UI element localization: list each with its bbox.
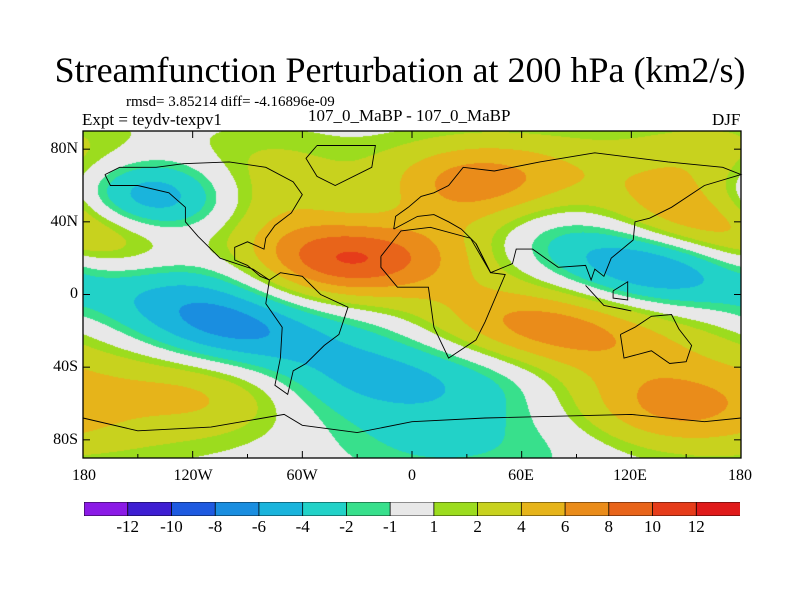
lat-label: 80N: [50, 140, 78, 157]
colorbar-swatch: [520, 502, 566, 516]
colorbar-label: -4: [295, 517, 310, 536]
colorbar-swatch: [695, 502, 740, 516]
colorbar-swatch: [84, 502, 129, 516]
lat-label: 80S: [53, 431, 78, 448]
colorbar-label: 1: [429, 517, 439, 536]
colorbar: [84, 502, 740, 516]
colorbar-swatch: [477, 502, 523, 516]
coastline: [82, 413, 742, 434]
lon-label: 60W: [286, 467, 318, 484]
colorbar-swatch: [302, 502, 348, 516]
coastline: [612, 280, 629, 301]
colorbar-label: 12: [687, 517, 705, 536]
lat-label: 40N: [50, 213, 78, 230]
colorbar-label: -8: [208, 517, 223, 536]
stats-label: rmsd= 3.85214 diff= -4.16896e-09: [126, 94, 335, 110]
colorbar-label: -2: [339, 517, 354, 536]
colorbar-swatch: [389, 502, 435, 516]
coastline: [393, 152, 743, 282]
coastline: [265, 272, 349, 396]
colorbar-swatch: [258, 502, 304, 516]
colorbar-swatch: [171, 502, 217, 516]
colorbar-swatch: [433, 502, 479, 516]
coastline: [619, 314, 693, 364]
colorbar-swatch: [127, 502, 173, 516]
colorbar-swatch: [608, 502, 654, 516]
colorbar-label: 8: [604, 517, 614, 536]
contour-map: [83, 131, 741, 458]
colorbar-label: -12: [116, 517, 140, 536]
difference-label: 107_0_MaBP - 107_0_MaBP: [308, 106, 511, 125]
map-border: [82, 130, 742, 459]
lon-label: 180: [728, 467, 752, 484]
lat-label: 40S: [53, 358, 78, 375]
colorbar-label: -1: [383, 517, 398, 536]
coastline: [475, 243, 492, 273]
coastline: [380, 226, 506, 359]
coastline: [305, 145, 376, 187]
season-label: DJF: [712, 110, 741, 129]
coastline: [104, 161, 303, 281]
colorbar-label: 10: [644, 517, 662, 536]
coastline: [585, 285, 632, 312]
lon-label: 120W: [173, 467, 213, 484]
lon-label: 120E: [613, 467, 647, 484]
lat-label: 0: [70, 285, 78, 302]
colorbar-label: 2: [473, 517, 482, 536]
lon-label: 0: [408, 467, 416, 484]
colorbar-swatch: [345, 502, 392, 516]
experiment-label: Expt = teydv-texpv1: [82, 110, 222, 129]
colorbar-label: 4: [517, 517, 526, 536]
colorbar-swatch: [214, 502, 260, 516]
plot-title: Streamfunction Perturbation at 200 hPa (…: [54, 50, 746, 90]
lon-label: 60E: [508, 467, 534, 484]
lon-label: 180: [72, 467, 96, 484]
colorbar-label: -10: [160, 517, 183, 536]
colorbar-swatch: [652, 502, 698, 516]
colorbar-label: 6: [560, 517, 570, 536]
colorbar-swatch: [564, 502, 610, 516]
colorbar-label: -6: [251, 517, 266, 536]
